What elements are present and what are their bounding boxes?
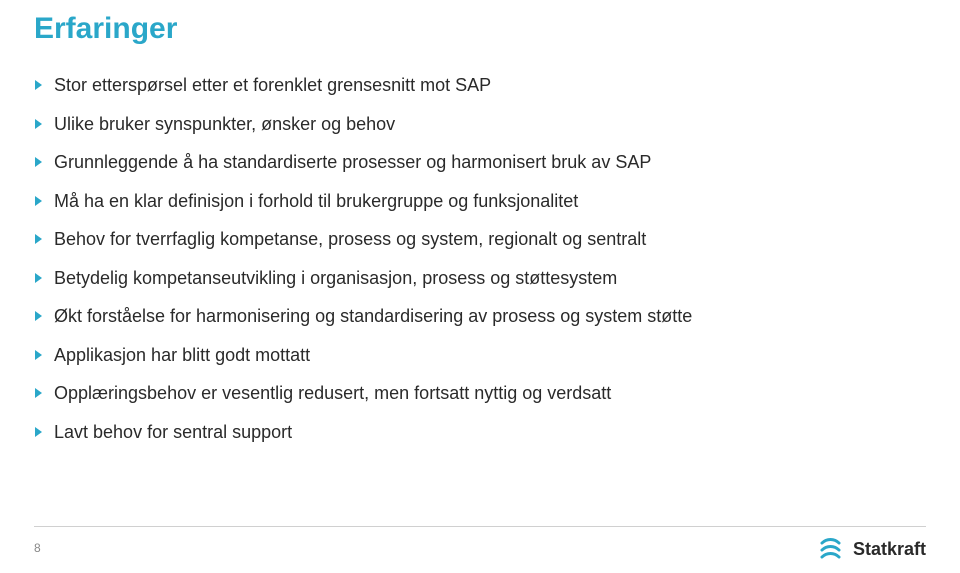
logo-icon bbox=[817, 535, 845, 563]
bullet-arrow-icon bbox=[34, 155, 44, 173]
bullet-text: Økt forståelse for harmonisering og stan… bbox=[54, 305, 692, 328]
bullet-arrow-icon bbox=[34, 309, 44, 327]
list-item: Opplæringsbehov er vesentlig redusert, m… bbox=[34, 382, 914, 405]
bullet-arrow-icon bbox=[34, 194, 44, 212]
bullet-arrow-icon bbox=[34, 271, 44, 289]
bullet-arrow-icon bbox=[34, 425, 44, 443]
slide: Erfaringer Stor etterspørsel etter et fo… bbox=[0, 0, 960, 573]
list-item: Lavt behov for sentral support bbox=[34, 421, 914, 444]
bullet-arrow-icon bbox=[34, 78, 44, 96]
list-item: Applikasjon har blitt godt mottatt bbox=[34, 344, 914, 367]
slide-title: Erfaringer bbox=[34, 12, 177, 46]
list-item: Behov for tverrfaglig kompetanse, proses… bbox=[34, 228, 914, 251]
bullet-text: Stor etterspørsel etter et forenklet gre… bbox=[54, 74, 491, 97]
bullet-arrow-icon bbox=[34, 386, 44, 404]
list-item: Stor etterspørsel etter et forenklet gre… bbox=[34, 74, 914, 97]
logo: Statkraft bbox=[817, 535, 926, 563]
bullet-arrow-icon bbox=[34, 117, 44, 135]
bullet-text: Betydelig kompetanseutvikling i organisa… bbox=[54, 267, 617, 290]
bullet-text: Må ha en klar definisjon i forhold til b… bbox=[54, 190, 578, 213]
list-item: Betydelig kompetanseutvikling i organisa… bbox=[34, 267, 914, 290]
list-item: Må ha en klar definisjon i forhold til b… bbox=[34, 190, 914, 213]
bullet-text: Opplæringsbehov er vesentlig redusert, m… bbox=[54, 382, 611, 405]
logo-text: Statkraft bbox=[853, 539, 926, 560]
bullet-arrow-icon bbox=[34, 232, 44, 250]
bullet-text: Applikasjon har blitt godt mottatt bbox=[54, 344, 310, 367]
bullet-text: Lavt behov for sentral support bbox=[54, 421, 292, 444]
list-item: Grunnleggende å ha standardiserte proses… bbox=[34, 151, 914, 174]
footer-divider bbox=[34, 526, 926, 527]
list-item: Økt forståelse for harmonisering og stan… bbox=[34, 305, 914, 328]
bullet-text: Behov for tverrfaglig kompetanse, proses… bbox=[54, 228, 646, 251]
bullet-arrow-icon bbox=[34, 348, 44, 366]
page-number: 8 bbox=[34, 541, 41, 555]
bullet-list: Stor etterspørsel etter et forenklet gre… bbox=[34, 74, 914, 459]
list-item: Ulike bruker synspunkter, ønsker og beho… bbox=[34, 113, 914, 136]
bullet-text: Grunnleggende å ha standardiserte proses… bbox=[54, 151, 651, 174]
bullet-text: Ulike bruker synspunkter, ønsker og beho… bbox=[54, 113, 395, 136]
